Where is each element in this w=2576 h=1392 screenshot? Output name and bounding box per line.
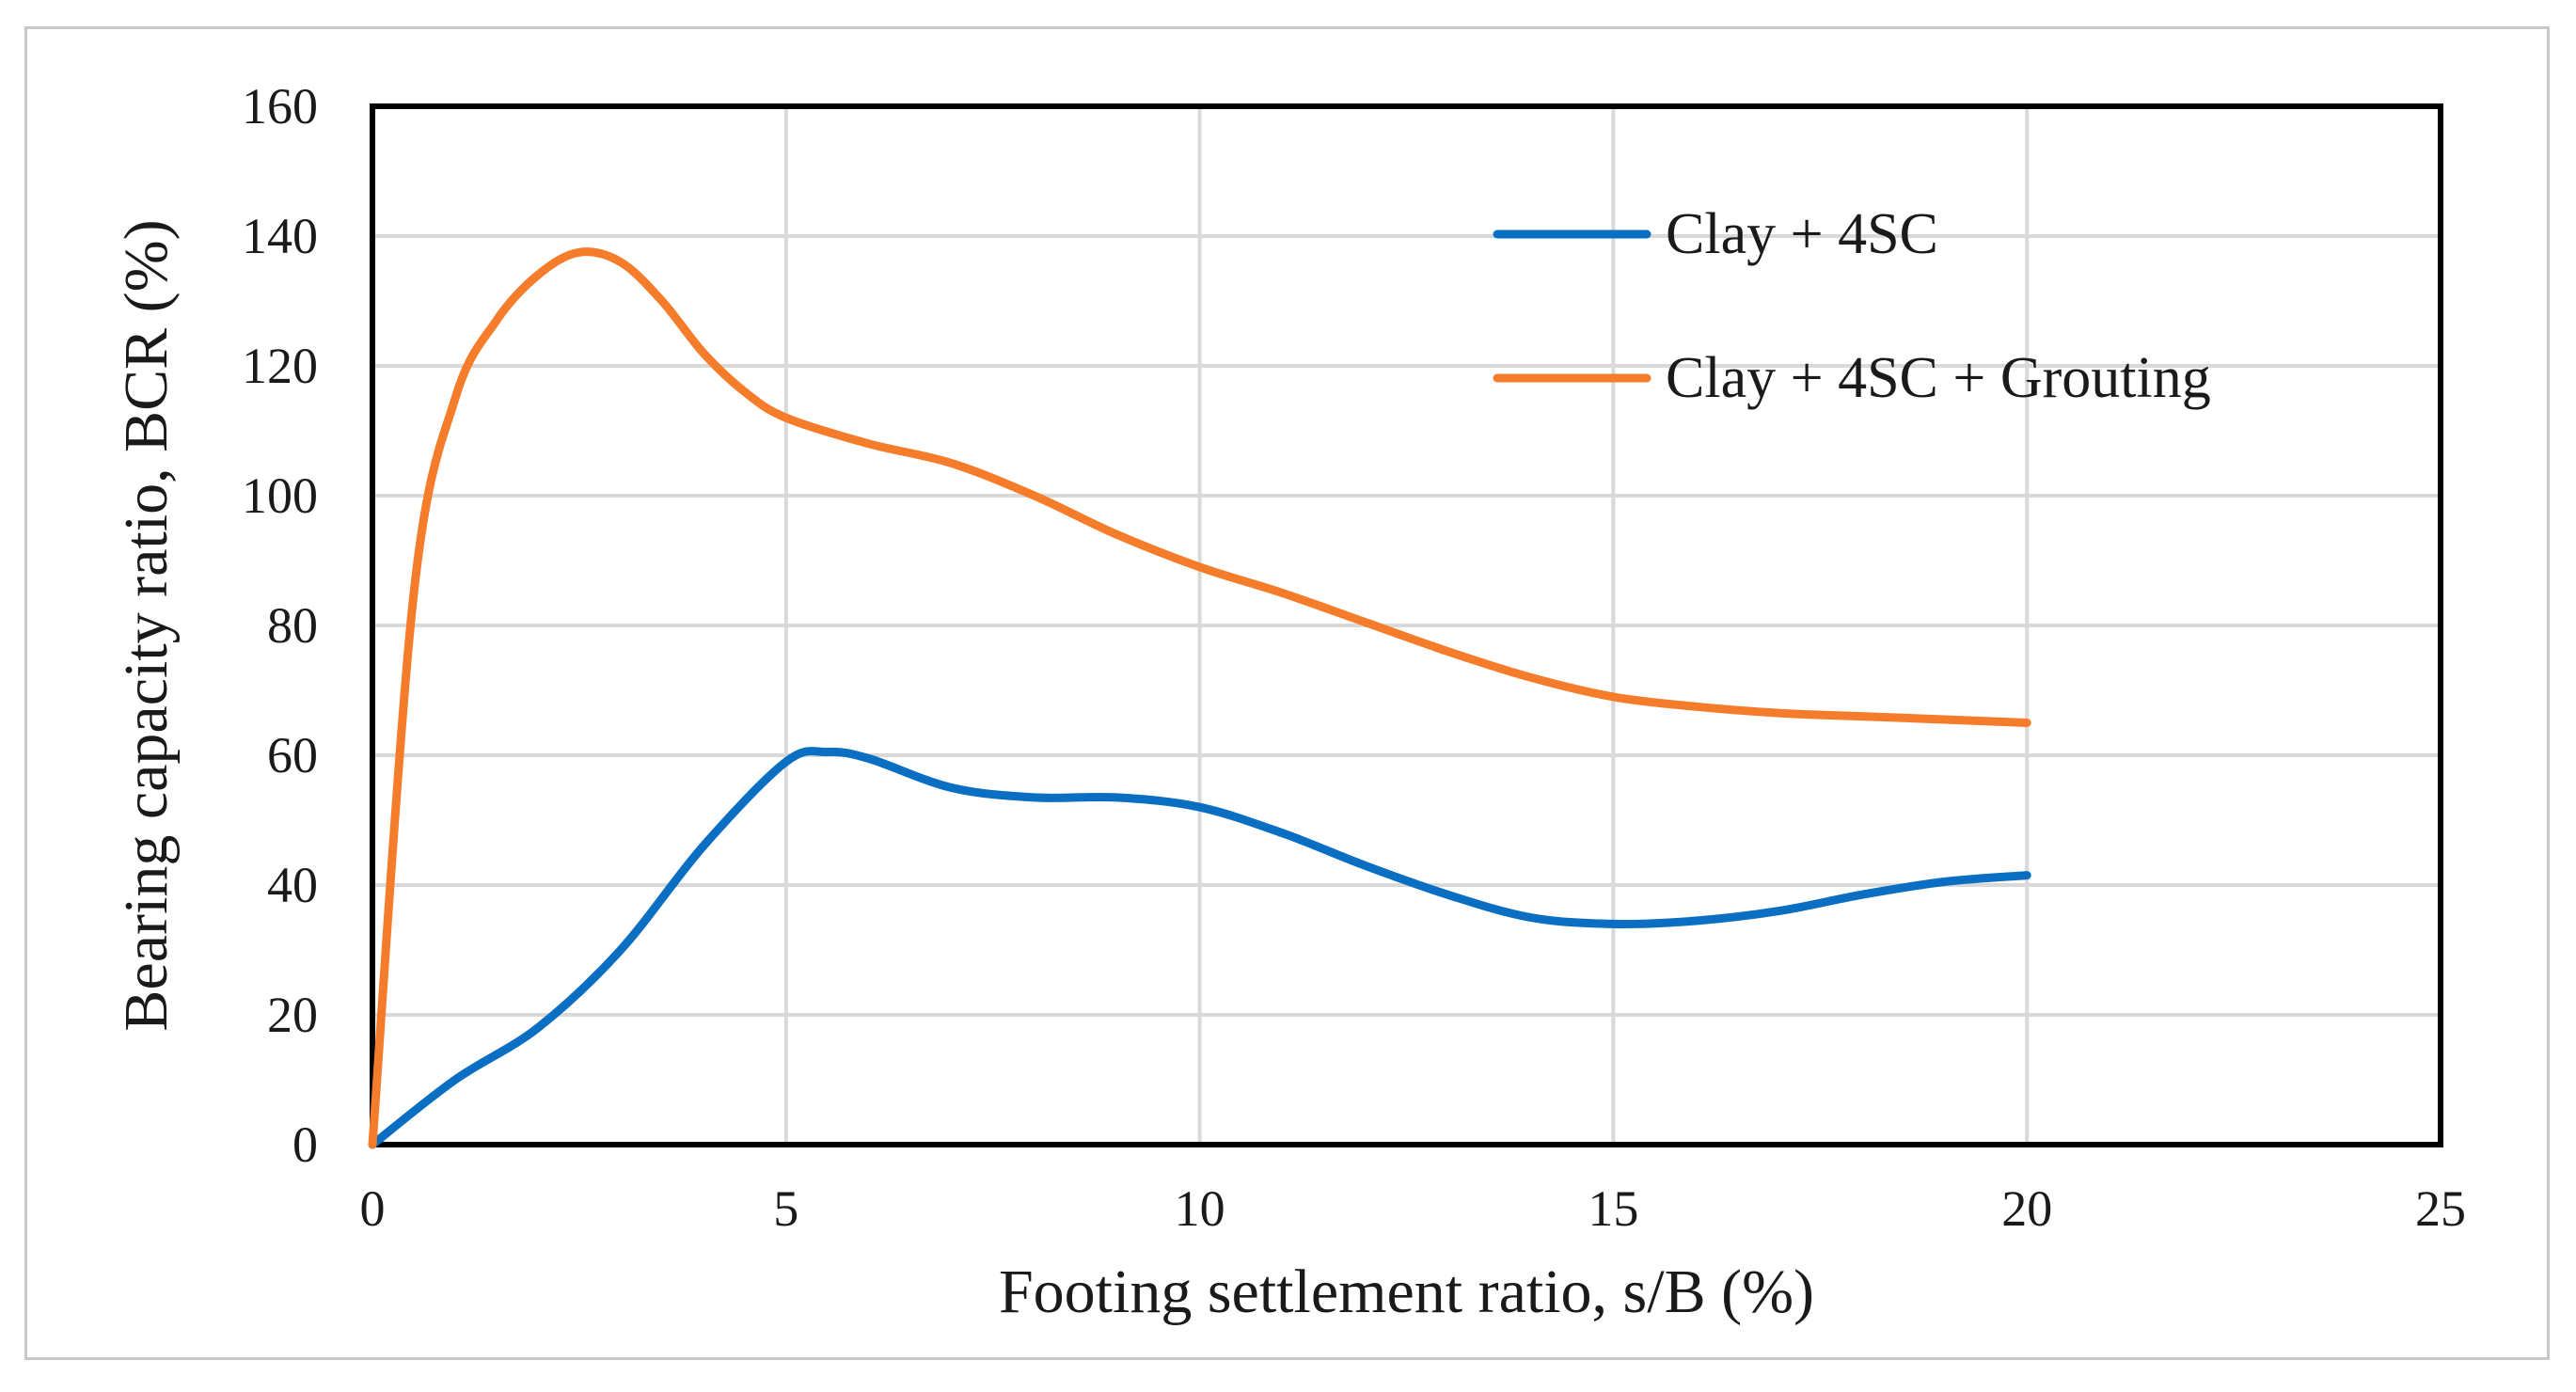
legend-label-0: Clay + 4SC	[1666, 202, 1938, 266]
y-tick-label: 80	[267, 597, 318, 654]
plot-area-border	[370, 103, 2443, 1147]
series-line-1	[368, 247, 2031, 1149]
legend-label-1: Clay + 4SC + Grouting	[1666, 346, 2211, 410]
x-axis-title: Footing settlement ratio, s/B (%)	[999, 1258, 1814, 1326]
y-tick-label: 0	[292, 1116, 318, 1173]
series-line-0	[368, 747, 2031, 1149]
series-group	[368, 247, 2031, 1149]
y-axis-ticks: 0 20 40 60 80 100 120 140 160	[242, 78, 318, 1173]
y-axis-title: Bearing capacity ratio, BCR (%)	[112, 219, 181, 1031]
x-tick-label: 5	[773, 1180, 798, 1237]
x-tick-label: 15	[1588, 1180, 1638, 1237]
grid	[371, 104, 2442, 1147]
y-tick-label: 60	[267, 727, 318, 783]
chart: 0 20 40 60 80 100 120 140 160 0 5 10 15 20 25 Bearing…	[112, 78, 2467, 1326]
chart-frame: 0 20 40 60 80 100 120 140 160 0 5 10 15 20 25 Bearing…	[24, 26, 2550, 1360]
legend: Clay + 4SC Clay + 4SC + Grouting	[1493, 202, 2211, 410]
x-tick-label: 0	[360, 1180, 386, 1237]
y-tick-label: 100	[242, 467, 318, 524]
y-tick-label: 120	[242, 338, 318, 394]
y-tick-label: 40	[267, 857, 318, 913]
y-tick-label: 160	[242, 78, 318, 134]
x-tick-label: 25	[2415, 1180, 2466, 1237]
x-tick-label: 20	[2001, 1180, 2052, 1237]
x-tick-label: 10	[1175, 1180, 1225, 1237]
y-tick-label: 20	[267, 987, 318, 1043]
y-tick-label: 140	[242, 208, 318, 264]
x-axis-ticks: 0 5 10 15 20 25	[360, 1180, 2467, 1237]
